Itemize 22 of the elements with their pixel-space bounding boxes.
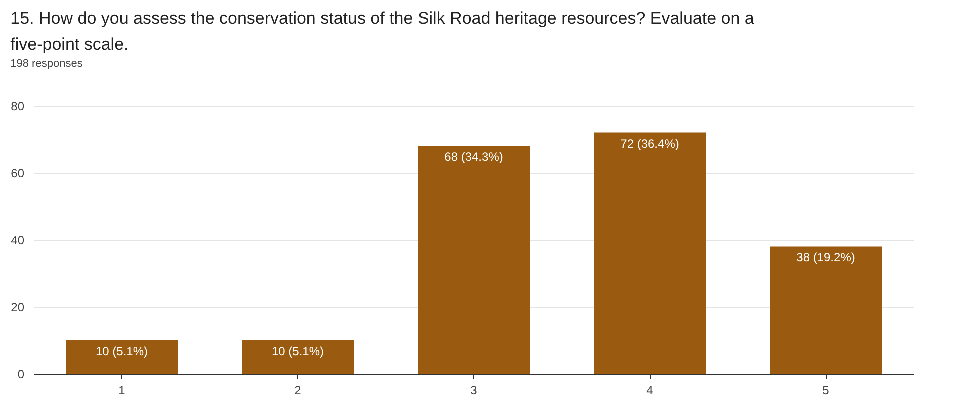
x-tick-label: 4 bbox=[646, 384, 654, 398]
data-label: 10 (5.1%) bbox=[96, 344, 148, 358]
bar bbox=[242, 340, 354, 374]
bar bbox=[770, 246, 882, 374]
x-tick-label: 5 bbox=[822, 384, 830, 398]
chart-subtitle: 198 responses bbox=[10, 58, 84, 70]
bar bbox=[594, 132, 706, 374]
x-tick-label: 3 bbox=[470, 384, 478, 398]
chart-title: 15. How do you assess the conservation status of the Silk Road heritage resources? Evaluate on a five-point scale. bbox=[10, 9, 755, 54]
y-tick-label: 0 bbox=[18, 368, 25, 382]
x-tick-label: 2 bbox=[294, 384, 302, 398]
y-tick-label: 80 bbox=[11, 100, 25, 114]
y-tick-label: 40 bbox=[11, 234, 25, 248]
y-tick-label: 20 bbox=[11, 300, 25, 314]
data-label: 38 (19.2%) bbox=[796, 250, 856, 265]
bar bbox=[66, 340, 178, 374]
data-label: 10 (5.1%) bbox=[272, 344, 324, 358]
bar bbox=[418, 146, 530, 374]
data-label: 72 (36.4%) bbox=[620, 136, 680, 151]
data-label: 68 (34.3%) bbox=[444, 150, 504, 164]
y-tick-label: 60 bbox=[11, 166, 25, 180]
x-tick-label: 1 bbox=[118, 384, 126, 398]
